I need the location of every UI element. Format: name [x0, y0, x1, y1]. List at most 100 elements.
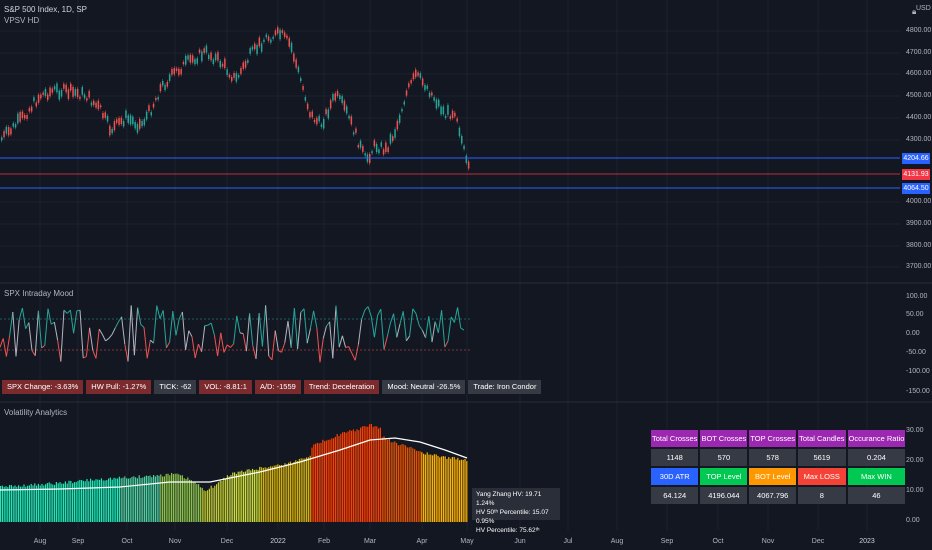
volatility-bar: [241, 470, 243, 522]
candle-body: [97, 100, 100, 110]
candle-body: [164, 84, 166, 91]
candle-body: [421, 78, 424, 86]
candle-body: [371, 151, 373, 154]
mood-panel-title[interactable]: SPX Intraday Mood: [4, 289, 74, 298]
mood-segment: [290, 308, 295, 348]
symbol-title[interactable]: S&P 500 Index, 1D, SP: [4, 5, 88, 14]
volatility-bar: [439, 457, 441, 522]
volatility-bar: [111, 479, 113, 522]
candle-body: [221, 63, 224, 67]
candle-body: [334, 93, 336, 101]
currency-label: USD: [916, 5, 931, 12]
candle-body: [435, 99, 438, 109]
volatility-bar: [28, 485, 30, 522]
mood-segment: [351, 353, 356, 361]
volatility-bar: [95, 479, 97, 522]
volatility-bar: [372, 426, 374, 522]
candle-body: [359, 140, 362, 148]
volatility-bar: [457, 457, 459, 522]
volatility-bar: [198, 484, 200, 522]
candle-body: [408, 83, 410, 88]
time-axis-label: 2023: [859, 538, 875, 545]
candle-body: [145, 111, 148, 120]
candle-body: [410, 80, 412, 84]
candle-body: [196, 58, 198, 64]
time-axis-label: Oct: [712, 538, 724, 545]
volatility-bar: [208, 488, 210, 522]
volatility-bar: [379, 427, 381, 522]
volatility-bar: [360, 427, 362, 522]
volatility-bar: [307, 457, 309, 522]
volatility-bar: [216, 484, 218, 522]
volatility-bar: [145, 475, 147, 522]
volatility-bar: [243, 472, 245, 522]
candle-body: [79, 96, 81, 99]
volatility-bar: [352, 429, 354, 522]
candle-body: [357, 145, 359, 148]
volatility-bar: [183, 478, 185, 522]
volatility-bar: [394, 441, 396, 522]
mood-segment: [418, 325, 423, 331]
candle-body: [398, 114, 401, 123]
volatility-bar: [415, 450, 417, 522]
mood-segment: [300, 308, 305, 313]
volatility-bar: [388, 438, 390, 522]
volatility-bar: [108, 478, 110, 522]
volatility-bar: [64, 481, 66, 522]
time-axis-label: Aug: [33, 538, 47, 545]
volatility-bar: [316, 442, 318, 522]
candle-body: [300, 78, 302, 82]
volatility-bar: [178, 474, 180, 522]
mood-segment: [444, 340, 449, 348]
volatility-bar: [131, 476, 133, 522]
volatility-average-line: [0, 437, 468, 491]
volatility-bar: [396, 442, 398, 522]
stats-table: Total Crosses BOT Crosses TOP Crosses To…: [649, 428, 907, 506]
mood-segment: [412, 308, 417, 314]
mood-segment: [92, 350, 97, 359]
mood-segment: [124, 344, 129, 362]
candle-body: [191, 55, 194, 63]
mood-segment: [66, 309, 71, 314]
candle-body: [244, 61, 247, 68]
volatility-bar: [383, 436, 385, 522]
candle-body: [118, 117, 120, 125]
mood-segment: [0, 338, 4, 348]
volatility-bar: [289, 461, 291, 522]
volatility-bar: [194, 481, 196, 522]
mood-label: Trend: Deceleration: [303, 380, 380, 394]
mood-segment: [63, 309, 68, 314]
volatility-bar: [135, 477, 137, 522]
volatility-panel-title[interactable]: Volatility Analytics: [4, 408, 68, 417]
lock-icon[interactable]: 🔒︎: [912, 7, 917, 16]
table-cell: 30D ATR: [651, 468, 699, 485]
volatility-bar: [309, 455, 311, 522]
volatility-bar: [181, 475, 183, 522]
candle-body: [159, 83, 162, 92]
mood-axis-label: 50.00: [906, 311, 924, 318]
candle-body: [325, 109, 327, 115]
candle-body: [401, 108, 403, 112]
candle-body: [419, 73, 422, 78]
candle-body: [394, 129, 396, 138]
mood-segment: [245, 313, 251, 352]
candle-body: [44, 88, 47, 97]
indicator-title[interactable]: VPSV HD: [4, 16, 40, 25]
candle-body: [385, 142, 387, 152]
time-axis-label: Nov: [168, 538, 182, 545]
candle-body: [378, 149, 380, 154]
volatility-bar: [171, 472, 173, 522]
volatility-bar: [390, 442, 392, 522]
volatility-bar: [201, 487, 203, 522]
volatility-axis-label: 30.00: [906, 427, 924, 434]
candle-body: [150, 112, 152, 116]
candle-body: [166, 81, 169, 87]
mood-segment: [57, 340, 62, 362]
volatility-bar: [361, 426, 363, 522]
volatility-bar: [286, 464, 288, 522]
mood-segment: [153, 305, 158, 344]
table-cell: 4067.796: [749, 487, 797, 504]
candle-body: [463, 145, 465, 150]
volatility-bar: [48, 482, 50, 522]
